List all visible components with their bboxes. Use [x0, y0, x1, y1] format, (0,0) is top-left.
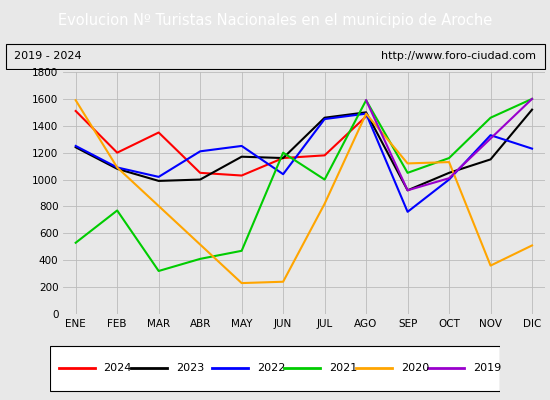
Text: Evolucion Nº Turistas Nacionales en el municipio de Aroche: Evolucion Nº Turistas Nacionales en el m…	[58, 14, 492, 28]
Bar	[50, 346, 501, 391]
Text: 2019 - 2024: 2019 - 2024	[14, 51, 81, 61]
Text: 2021: 2021	[329, 363, 358, 373]
Text: 2019: 2019	[474, 363, 502, 373]
Text: 2024: 2024	[103, 363, 132, 373]
Text: 2020: 2020	[402, 363, 430, 373]
Text: http://www.foro-ciudad.com: http://www.foro-ciudad.com	[381, 51, 536, 61]
Bar	[6, 44, 544, 69]
Text: 2022: 2022	[257, 363, 285, 373]
Text: 2023: 2023	[176, 363, 204, 373]
